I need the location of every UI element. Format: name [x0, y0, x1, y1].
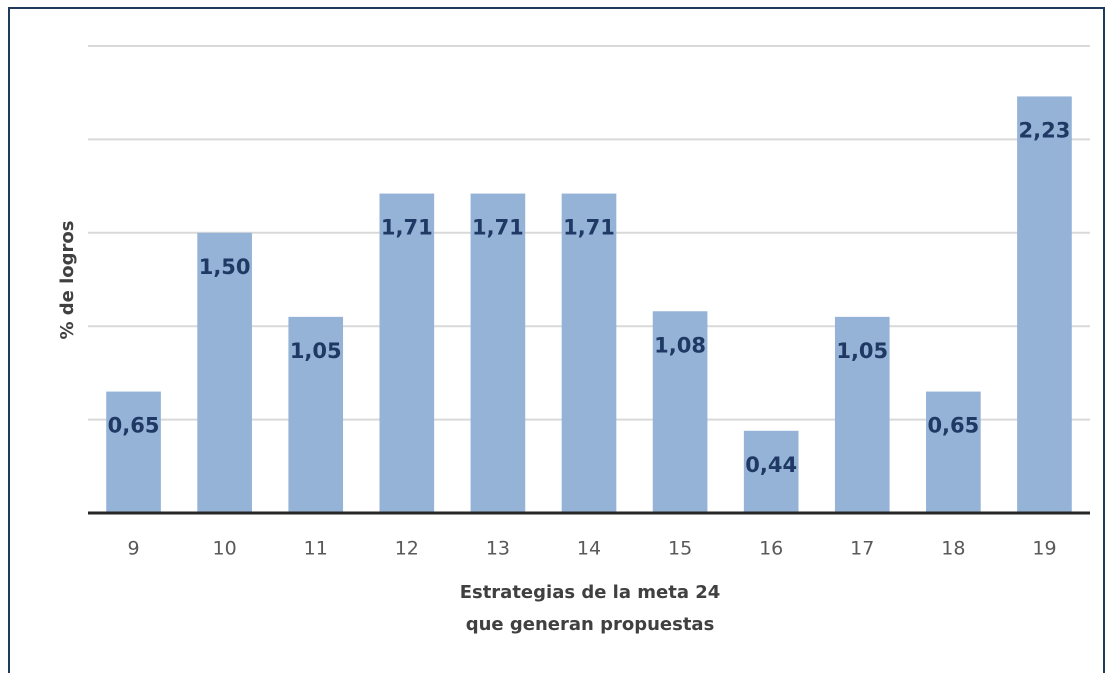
bar — [197, 232, 252, 514]
frame — [8, 7, 1105, 673]
value-label: 0,65 — [927, 414, 979, 438]
bar — [1017, 96, 1072, 513]
x-tick-label: 10 — [213, 538, 237, 560]
x-tick-label: 18 — [941, 538, 965, 560]
bar — [834, 316, 890, 513]
bar — [470, 193, 526, 513]
value-label: 1,08 — [654, 333, 706, 357]
value-label: 0,65 — [108, 414, 160, 438]
x-tick-label: 17 — [850, 538, 874, 560]
value-label: 0,44 — [745, 453, 797, 477]
value-label: 1,05 — [290, 339, 342, 363]
x-tick-label: 14 — [577, 538, 601, 560]
x-tick-label: 9 — [127, 538, 139, 560]
bar — [561, 193, 617, 513]
bar — [106, 391, 161, 513]
value-label: 2,23 — [1019, 118, 1071, 142]
value-label: 1,05 — [836, 339, 888, 363]
value-label: 1,71 — [472, 216, 524, 240]
value-label: 1,71 — [563, 216, 615, 240]
bar — [743, 430, 799, 513]
bar — [652, 311, 708, 513]
x-axis-title: Estrategias de la meta 24 — [460, 582, 721, 603]
x-tick-label: 19 — [1032, 538, 1056, 560]
x-tick-label: 11 — [304, 538, 328, 560]
x-tick-label: 12 — [395, 538, 419, 560]
x-tick-label: 13 — [486, 538, 510, 560]
value-label: 1,71 — [381, 216, 433, 240]
x-tick-label: 15 — [668, 538, 692, 560]
y-axis-title: % de logros — [57, 220, 78, 339]
value-label: 1,50 — [199, 255, 251, 279]
bar — [926, 391, 981, 513]
x-tick-label: 16 — [759, 538, 783, 560]
bar — [379, 193, 435, 513]
bar — [288, 316, 344, 513]
x-axis-title: que generan propuestas — [466, 614, 715, 635]
